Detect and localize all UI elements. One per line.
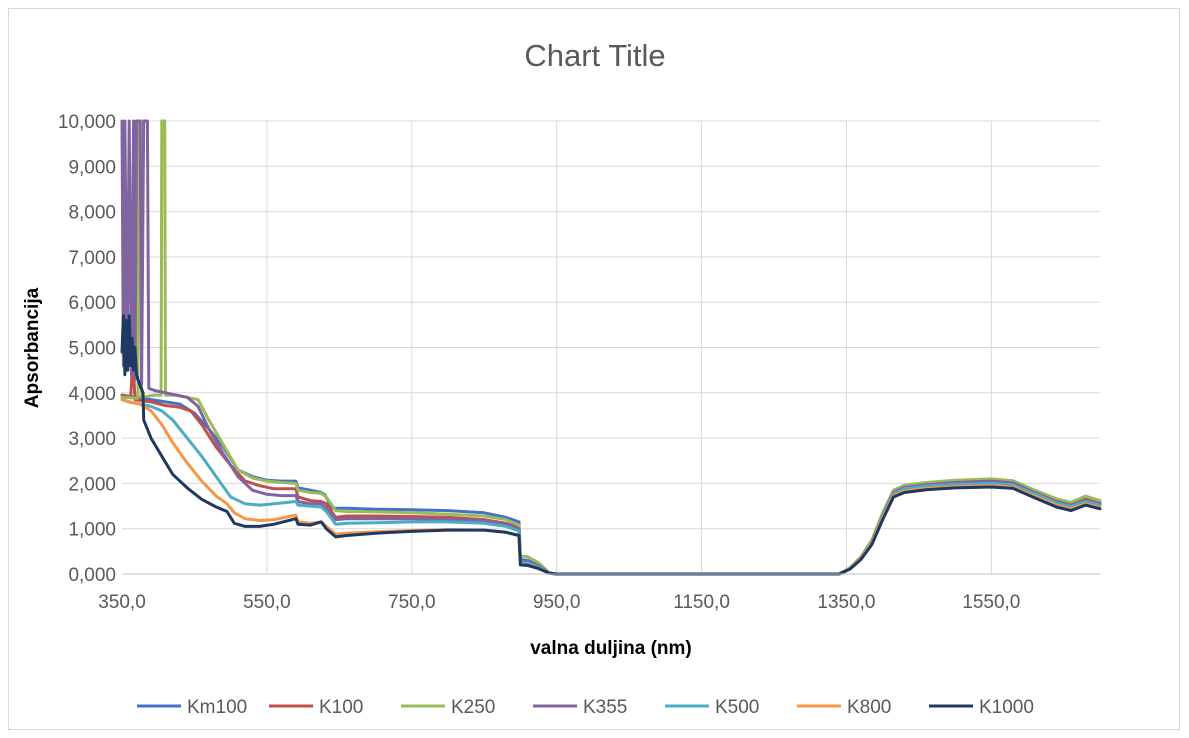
legend-label-k800: K800 (847, 697, 891, 718)
x-tick-label: 1350,0 (817, 592, 875, 613)
x-tick-label: 550,0 (243, 592, 291, 613)
legend-label-k250: K250 (451, 697, 495, 718)
y-axis-title: Apsorbancija (22, 287, 43, 408)
legend: Km100 K100 K250 K355 K500 K800 K1000 (137, 697, 1034, 718)
x-tick-label: 1550,0 (962, 592, 1020, 613)
series-lines (120, 119, 1102, 576)
chart-frame (8, 8, 1180, 730)
series-line-k1000 (120, 314, 1102, 576)
legend-label-k1000: K1000 (979, 697, 1034, 718)
y-tick-label: 2,000 (68, 474, 116, 495)
y-tick-label: 6,000 (68, 293, 116, 314)
y-tick-label: 4,000 (68, 384, 116, 405)
x-tick-labels: 350,0 550,0 750,0 950,0 1150,0 1350,0 1550,0 (98, 592, 1020, 613)
legend-label-k500: K500 (715, 697, 759, 718)
x-tick-label: 1150,0 (673, 592, 730, 613)
y-tick-label: 3,000 (68, 429, 116, 450)
legend-label-k100: K100 (319, 697, 363, 718)
x-tick-label: 950,0 (533, 592, 581, 613)
chart-title: Chart Title (524, 38, 665, 73)
legend-label-km100: Km100 (187, 697, 247, 718)
y-tick-label: 0,000 (68, 565, 116, 586)
y-tick-label: 10,000 (58, 112, 116, 133)
x-tick-label: 350,0 (98, 592, 146, 613)
legend-label-k355: K355 (583, 697, 627, 718)
x-axis-title: valna duljina (nm) (530, 638, 692, 659)
series-line-k500 (120, 398, 1102, 576)
y-tick-label: 8,000 (68, 203, 116, 224)
x-tick-label: 750,0 (388, 592, 436, 613)
y-tick-label: 1,000 (68, 520, 116, 541)
y-tick-label: 9,000 (68, 157, 116, 178)
y-tick-label: 7,000 (68, 248, 116, 269)
gridlines (122, 120, 1100, 574)
series-line-k250 (120, 119, 1102, 576)
y-tick-label: 5,000 (68, 339, 116, 360)
y-tick-labels: 0,000 1,000 2,000 3,000 4,000 5,000 6,000 7,000… (58, 112, 116, 586)
